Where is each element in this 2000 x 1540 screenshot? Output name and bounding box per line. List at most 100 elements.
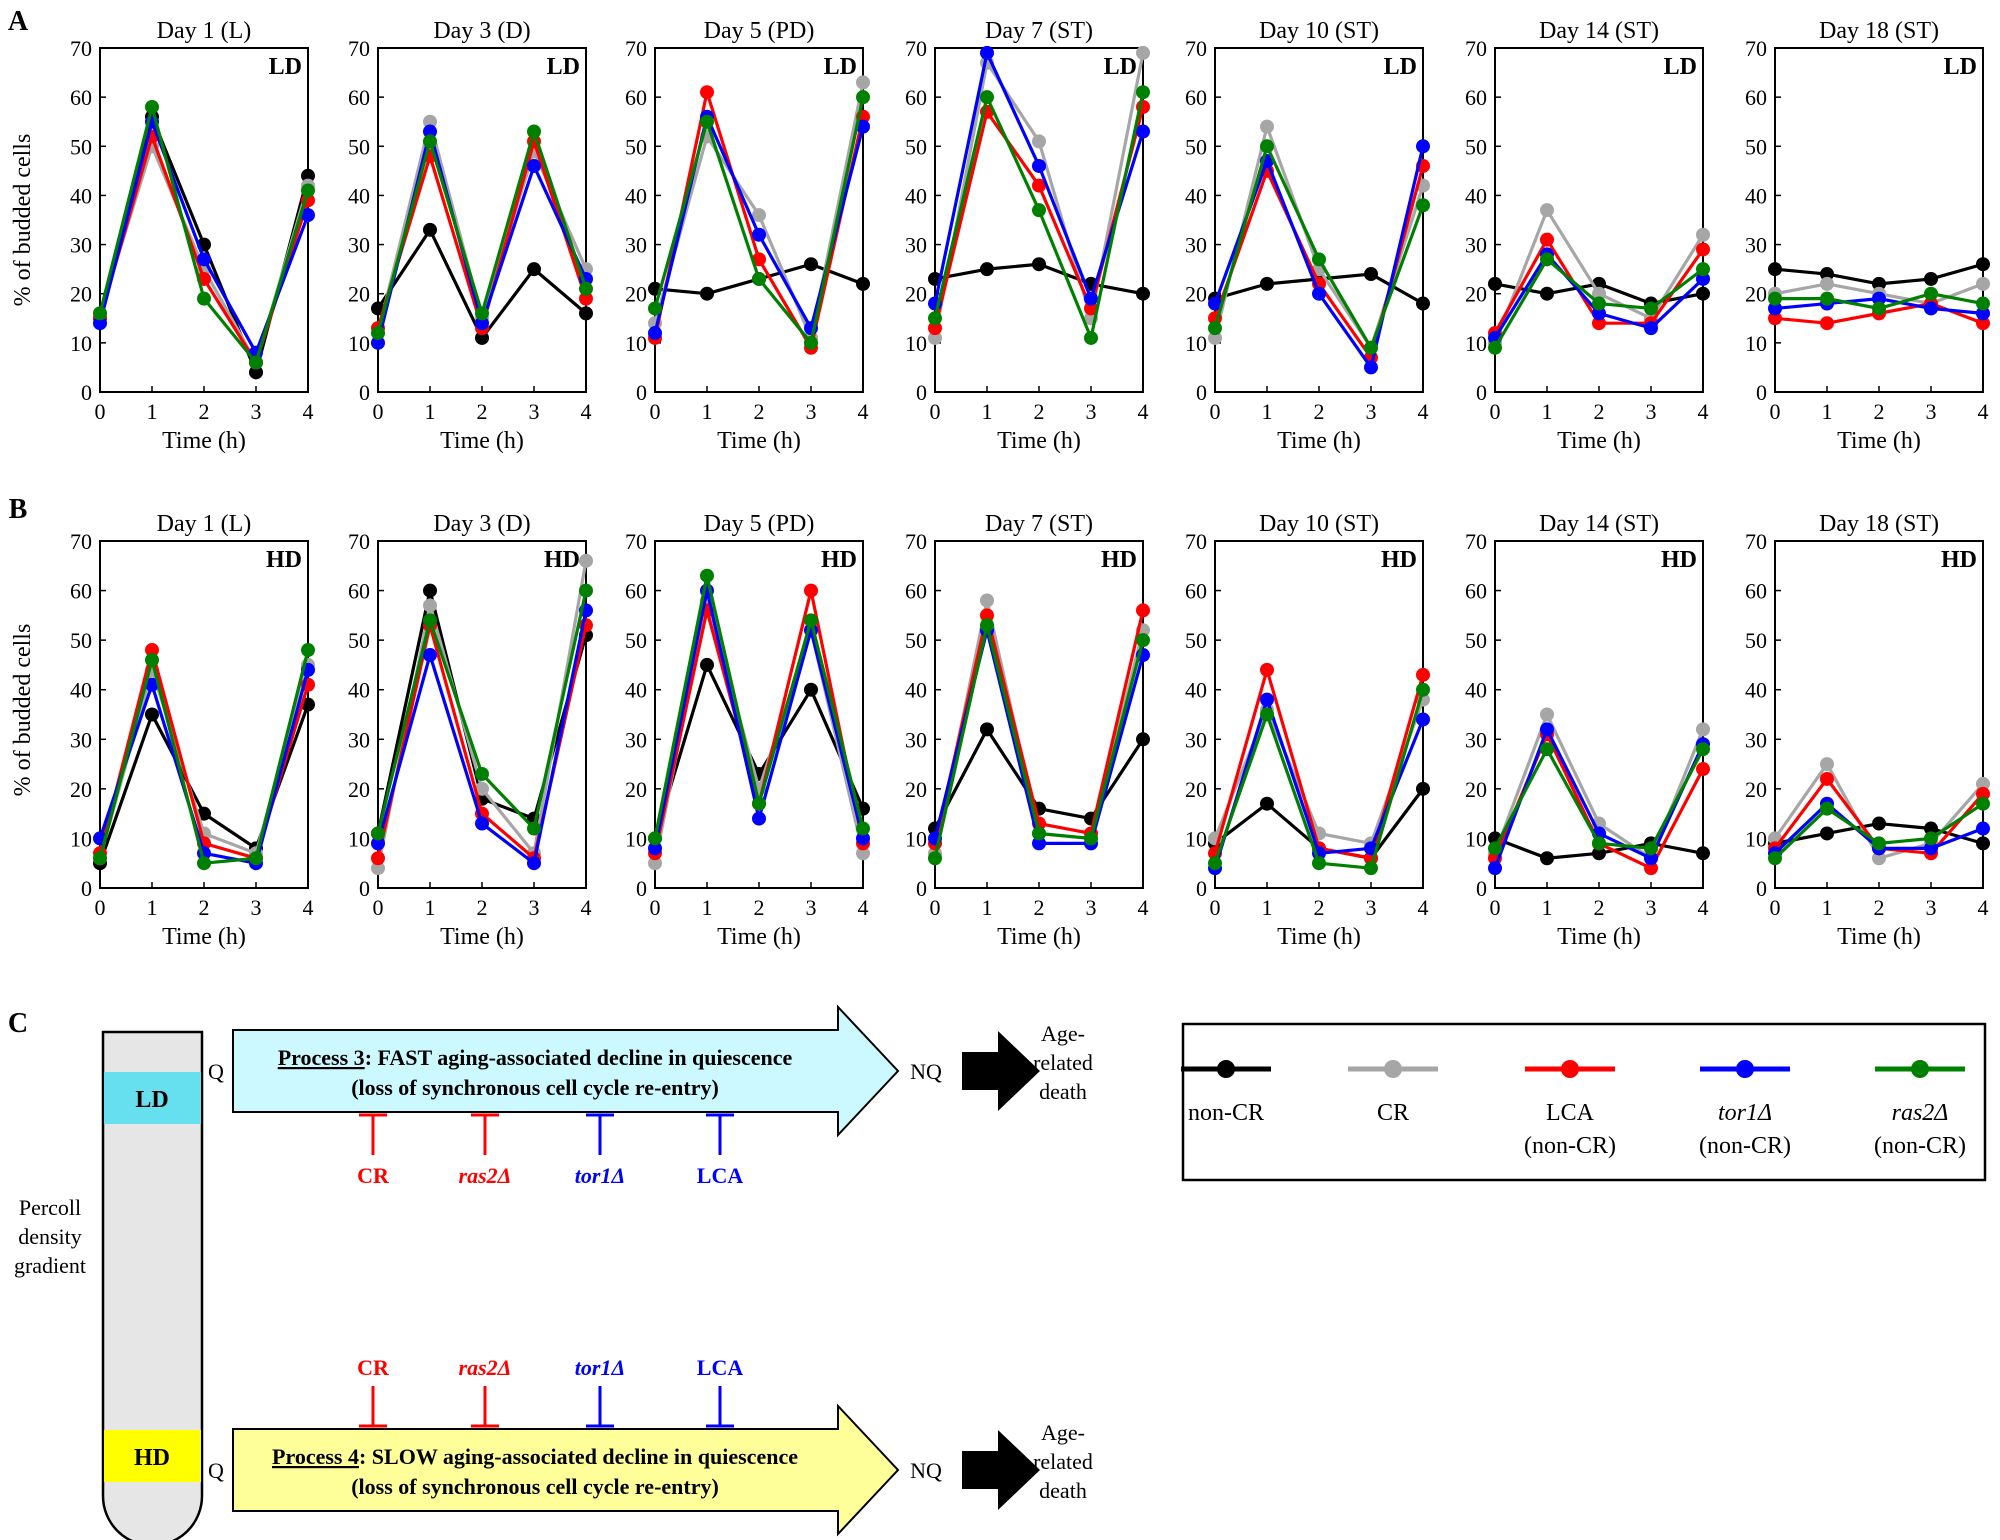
data-point-tor1 bbox=[856, 831, 870, 846]
data-point-CR bbox=[928, 330, 942, 345]
process-4-subtitle: (loss of synchronous cell cycle re-entry… bbox=[351, 1474, 719, 1499]
y-tick-label: 60 bbox=[348, 85, 370, 110]
data-point-ras2 bbox=[197, 856, 211, 871]
data-point-tor1 bbox=[856, 119, 870, 134]
x-axis-title: Time (h) bbox=[1277, 428, 1361, 454]
chart-title: Day 14 (ST) bbox=[1539, 511, 1659, 537]
x-tick-label: 0 bbox=[650, 895, 661, 920]
y-tick-label: 60 bbox=[70, 579, 92, 604]
y-tick-label: 30 bbox=[625, 233, 647, 258]
data-point-LCA bbox=[1820, 771, 1834, 786]
data-point-ras2 bbox=[1488, 841, 1502, 856]
data-point-ras2 bbox=[1136, 633, 1150, 648]
x-tick-label: 3 bbox=[1366, 399, 1377, 424]
data-point-ras2 bbox=[1312, 856, 1326, 871]
data-point-ras2 bbox=[1208, 856, 1222, 871]
y-tick-label: 50 bbox=[1185, 134, 1207, 159]
panel-label-a: A bbox=[8, 6, 29, 37]
x-tick-label: 0 bbox=[373, 399, 384, 424]
data-point-non-CR bbox=[1924, 271, 1938, 286]
x-tick-label: 2 bbox=[199, 399, 210, 424]
y-tick-label: 0 bbox=[916, 876, 927, 901]
data-point-ras2 bbox=[1592, 296, 1606, 311]
x-axis-title: Time (h) bbox=[1837, 428, 1921, 454]
x-tick-label: 3 bbox=[1646, 895, 1657, 920]
y-tick-label: 0 bbox=[636, 380, 647, 405]
x-tick-label: 3 bbox=[1086, 895, 1097, 920]
series-line-tor1 bbox=[98, 120, 310, 355]
data-point-CR bbox=[1540, 203, 1554, 218]
data-point-tor1 bbox=[1136, 124, 1150, 139]
y-tick-label: 40 bbox=[905, 678, 927, 703]
data-point-ras2 bbox=[804, 613, 818, 628]
data-point-non-CR bbox=[423, 583, 437, 598]
data-point-CR bbox=[1820, 757, 1834, 772]
data-point-CR bbox=[423, 114, 437, 129]
gradient-label: gradient bbox=[14, 1253, 86, 1278]
x-axis-title: Time (h) bbox=[440, 428, 524, 454]
data-point-tor1 bbox=[980, 45, 994, 60]
data-point-ras2 bbox=[804, 335, 818, 350]
chart-title: Day 3 (D) bbox=[433, 511, 530, 537]
x-axis-title: Time (h) bbox=[717, 924, 801, 950]
data-point-non-CR bbox=[1976, 257, 1990, 272]
data-point-tor1 bbox=[1924, 841, 1938, 856]
chart-panel-a-1: 0 10 20 30 40 50 60 70 0 1 2 3 4 Time (h) Day 1 (L) LD bbox=[70, 18, 315, 454]
fraction-tag: HD bbox=[1101, 547, 1137, 573]
data-point-tor1 bbox=[1976, 821, 1990, 836]
fraction-tag: LD bbox=[547, 54, 580, 80]
x-tick-label: 1 bbox=[1542, 399, 1553, 424]
data-point-ras2 bbox=[475, 766, 489, 781]
y-axis-title-a: % of budded cells bbox=[10, 134, 36, 307]
y-tick-label: 50 bbox=[1185, 628, 1207, 653]
chart-panel-b-4: 0 10 20 30 40 50 60 70 0 1 2 3 4 Time (h) Day 7 (ST) HD bbox=[905, 511, 1150, 950]
y-tick-label: 30 bbox=[70, 727, 92, 752]
data-point-ras2 bbox=[1820, 291, 1834, 306]
legend-label: non-CR bbox=[1188, 1100, 1264, 1126]
fraction-tag: HD bbox=[1381, 547, 1417, 573]
data-point-ras2 bbox=[423, 613, 437, 628]
data-point-non-CR bbox=[423, 222, 437, 237]
x-tick-label: 2 bbox=[1034, 399, 1045, 424]
data-point-LCA bbox=[1644, 861, 1658, 876]
x-tick-label: 3 bbox=[1926, 399, 1937, 424]
y-tick-label: 50 bbox=[348, 134, 370, 159]
y-tick-label: 10 bbox=[905, 331, 927, 356]
y-tick-label: 70 bbox=[1465, 36, 1487, 61]
y-axis-title-b: % of budded cells bbox=[10, 624, 36, 797]
y-tick-label: 30 bbox=[1185, 727, 1207, 752]
x-tick-label: 3 bbox=[1926, 895, 1937, 920]
legend-marker-non-CR bbox=[1217, 1060, 1235, 1078]
inhibitor-label: tor1Δ bbox=[575, 1355, 625, 1380]
y-tick-label: 30 bbox=[70, 233, 92, 258]
chart-panel-a-7: 0 10 20 30 40 50 60 70 0 1 2 3 4 Time (h) Day 18 (ST)L… bbox=[1745, 18, 1990, 454]
data-point-tor1 bbox=[1872, 291, 1886, 306]
x-tick-label: 2 bbox=[1314, 895, 1325, 920]
inhibitor-label: ras2Δ bbox=[459, 1355, 512, 1380]
data-point-ras2 bbox=[1696, 742, 1710, 757]
x-tick-label: 0 bbox=[1490, 895, 1501, 920]
y-tick-label: 60 bbox=[625, 579, 647, 604]
death-arrow bbox=[962, 1430, 1040, 1510]
data-point-LCA bbox=[928, 321, 942, 336]
x-tick-label: 3 bbox=[806, 399, 817, 424]
age-related-death-label: death bbox=[1039, 1478, 1087, 1503]
data-point-ras2 bbox=[423, 134, 437, 149]
density-tube bbox=[101, 1030, 204, 1540]
data-point-ras2 bbox=[1136, 85, 1150, 100]
fraction-tag: LD bbox=[269, 54, 302, 80]
plot-frame bbox=[99, 47, 309, 393]
data-point-non-CR bbox=[145, 707, 159, 722]
y-tick-label: 0 bbox=[1756, 380, 1767, 405]
chart-title: Day 7 (ST) bbox=[985, 511, 1093, 537]
data-point-LCA bbox=[1416, 667, 1430, 682]
inhibitor-label: LCA bbox=[697, 1163, 744, 1188]
data-point-non-CR bbox=[1488, 276, 1502, 291]
data-point-CR bbox=[1032, 134, 1046, 149]
data-point-tor1 bbox=[1924, 301, 1938, 316]
x-tick-label: 1 bbox=[425, 895, 436, 920]
data-point-ras2 bbox=[648, 301, 662, 316]
chart-panel-a-3: 0 10 20 30 40 50 60 70 0 1 2 3 4 Time (h) Day 5 (PD) LD bbox=[625, 18, 870, 454]
data-point-CR bbox=[1976, 776, 1990, 791]
data-point-tor1 bbox=[475, 816, 489, 831]
